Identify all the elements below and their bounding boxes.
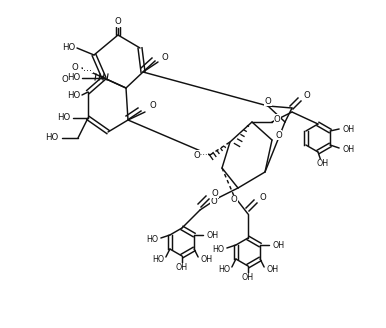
Text: O: O (211, 197, 217, 207)
Text: OH: OH (317, 159, 329, 169)
Text: O: O (71, 64, 78, 72)
Text: HO: HO (146, 235, 158, 243)
Text: OH: OH (200, 256, 212, 264)
Text: HO: HO (62, 44, 75, 52)
Text: O: O (212, 189, 219, 197)
Text: O: O (265, 96, 271, 106)
Text: O: O (274, 114, 281, 124)
Text: HO: HO (57, 113, 70, 122)
Text: OH: OH (242, 274, 254, 282)
Text: HO: HO (45, 133, 58, 142)
Text: OH: OH (342, 145, 354, 154)
Text: OH: OH (342, 125, 354, 133)
Text: O: O (304, 91, 311, 99)
Text: OH: OH (176, 263, 188, 273)
Text: OH: OH (266, 265, 278, 275)
Text: O: O (149, 101, 156, 111)
Text: O: O (162, 52, 169, 62)
Text: OH: OH (272, 240, 284, 250)
Text: O: O (260, 194, 267, 202)
Text: HO: HO (218, 265, 230, 275)
Text: ...: ... (83, 63, 93, 73)
Text: HO: HO (67, 91, 80, 99)
Text: O: O (275, 131, 282, 139)
Text: OH: OH (206, 231, 218, 239)
Text: O: O (230, 195, 237, 204)
Text: O: O (115, 17, 121, 27)
Text: HO: HO (152, 256, 164, 264)
Text: O: O (61, 75, 68, 85)
Text: HO: HO (212, 244, 224, 254)
Text: O···: O··· (193, 151, 208, 159)
Text: HO: HO (67, 73, 80, 83)
